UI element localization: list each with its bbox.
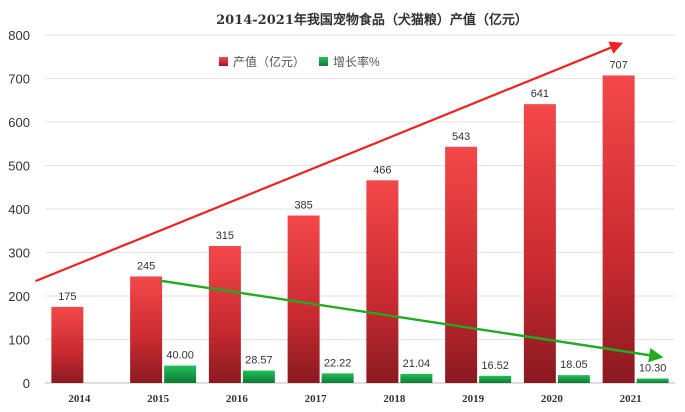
bar-output-2019 xyxy=(445,146,478,383)
data-label-output-2015: 245 xyxy=(137,260,155,272)
y-tick-label-300: 300 xyxy=(8,246,30,261)
legend-label-growth: 增长率% xyxy=(333,54,380,69)
bar-output-2017 xyxy=(287,215,320,383)
bar-output-2018 xyxy=(366,180,399,383)
data-labels: 175 245 315 385 466 543 641 707 40.00 28.57 22.22 2… xyxy=(58,59,666,374)
y-tick-label-200: 200 xyxy=(8,289,30,304)
bar-growth-2020 xyxy=(557,375,590,383)
chart-title: 2014-2021年我国宠物食品（犬猫粮）产值（亿元） xyxy=(216,12,528,28)
data-label-growth-2019: 16.52 xyxy=(481,360,509,372)
data-label-growth-2021: 10.30 xyxy=(639,363,667,375)
x-tick-label-2019: 2019 xyxy=(462,393,485,405)
trend-arrow-growth xyxy=(159,279,664,363)
y-tick-label-100: 100 xyxy=(8,333,30,348)
bar-growth-2018 xyxy=(400,373,433,383)
bar-growth-2021 xyxy=(636,378,669,383)
legend: 产值（亿元） 增长率% xyxy=(219,54,380,69)
x-tick-label-2018: 2018 xyxy=(383,393,406,405)
data-label-output-2020: 641 xyxy=(531,88,549,100)
x-tick-label-2021: 2021 xyxy=(620,393,642,405)
data-label-output-2016: 315 xyxy=(216,230,234,242)
trend-arrows xyxy=(35,41,664,363)
x-tick-label-2014: 2014 xyxy=(68,393,91,405)
data-label-output-2014: 175 xyxy=(58,291,76,303)
bar-output-2016 xyxy=(208,245,241,383)
data-label-output-2021: 707 xyxy=(609,59,627,71)
data-label-growth-2020: 18.05 xyxy=(560,359,588,371)
legend-swatch-output xyxy=(219,57,228,66)
x-axis-ticks: 2014 2015 2016 2017 2018 2019 2020 2021 xyxy=(68,393,641,405)
x-tick-label-2020: 2020 xyxy=(541,393,564,405)
y-tick-label-600: 600 xyxy=(8,115,30,130)
y-tick-label-0: 0 xyxy=(23,376,30,391)
y-tick-label-800: 800 xyxy=(8,28,30,43)
data-label-output-2017: 385 xyxy=(294,200,312,212)
bar-output-2014 xyxy=(51,306,84,383)
trend-arrow-output xyxy=(35,41,624,282)
y-tick-label-400: 400 xyxy=(8,202,30,217)
data-label-growth-2015: 40.00 xyxy=(166,350,194,362)
y-tick-label-700: 700 xyxy=(8,72,30,87)
legend-label-output: 产值（亿元） xyxy=(233,54,305,69)
data-label-growth-2017: 22.22 xyxy=(324,357,352,369)
data-label-growth-2016: 28.57 xyxy=(245,355,273,367)
bar-output-2015 xyxy=(130,276,163,383)
x-tick-label-2017: 2017 xyxy=(305,393,328,405)
legend-swatch-growth xyxy=(319,57,328,66)
y-axis-ticks: 0 100 200 300 400 500 600 700 800 xyxy=(8,28,30,391)
data-label-output-2019: 543 xyxy=(452,131,470,143)
data-label-growth-2018: 21.04 xyxy=(403,358,431,370)
data-label-output-2018: 466 xyxy=(373,164,391,176)
bar-growth-2017 xyxy=(321,373,354,383)
bar-growth-2016 xyxy=(242,370,275,383)
bar-output-2021 xyxy=(602,75,635,383)
x-tick-label-2015: 2015 xyxy=(147,393,170,405)
bar-growth-2019 xyxy=(479,375,512,383)
x-tick-label-2016: 2016 xyxy=(226,393,249,405)
y-tick-label-500: 500 xyxy=(8,159,30,174)
bar-growth-2015 xyxy=(164,365,197,383)
